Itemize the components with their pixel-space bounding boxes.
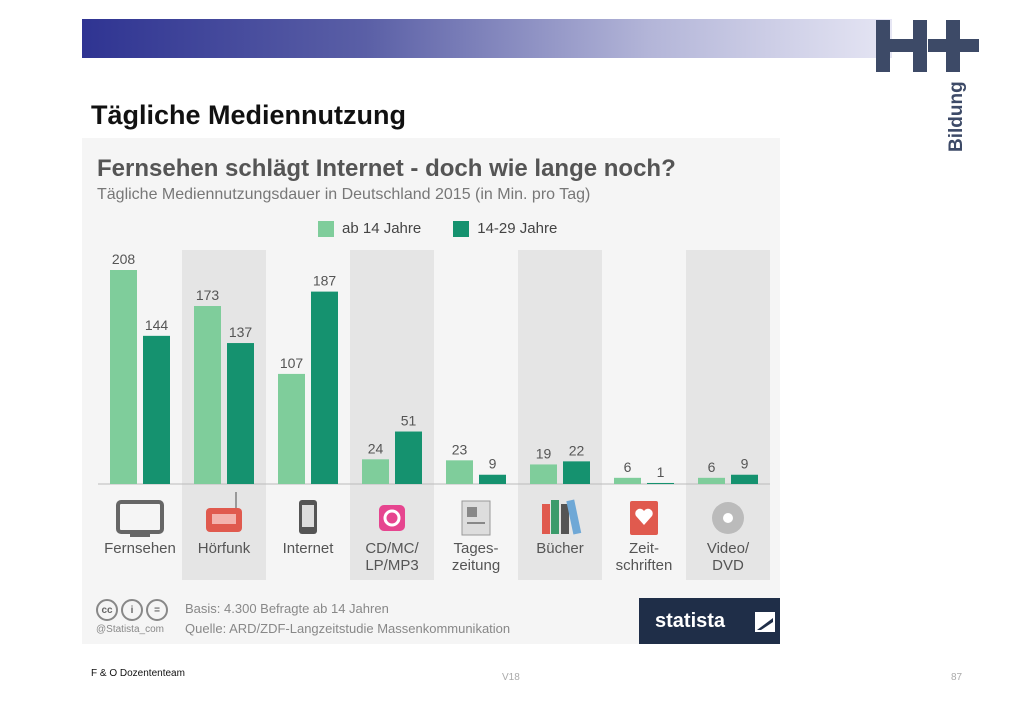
category-label: Zeit-schriften — [616, 540, 673, 574]
column-shade — [518, 250, 602, 580]
data-label: 137 — [229, 324, 253, 340]
chart-legend: ab 14 Jahre 14-29 Jahre — [318, 220, 557, 237]
category-label: Tages-zeitung — [452, 540, 500, 574]
bar-14-29 — [731, 474, 758, 484]
no-derivatives-icon: = — [146, 599, 168, 621]
category-label: Hörfunk — [198, 540, 251, 557]
bar-14-29 — [395, 431, 422, 484]
source-basis: Basis: 4.300 Befragte ab 14 Jahren — [185, 601, 389, 616]
magazine-icon — [630, 501, 658, 535]
radio-icon — [206, 492, 242, 532]
data-label: 173 — [196, 287, 220, 303]
data-label: 23 — [452, 441, 468, 457]
page-number: 87 — [951, 672, 963, 683]
smartphone-icon — [299, 500, 317, 534]
bar-ab-14 — [446, 460, 473, 484]
category-label: Bücher — [536, 540, 584, 557]
category-label: Fernsehen — [104, 540, 176, 557]
data-label: 9 — [489, 456, 497, 472]
bar-ab-14 — [530, 464, 557, 484]
bar-ab-14 — [278, 373, 305, 484]
data-label: 107 — [280, 355, 304, 371]
music-player-icon — [379, 505, 405, 531]
source-quelle: Quelle: ARD/ZDF-Langzeitstudie Massenkom… — [185, 621, 511, 636]
category-label: Video/DVD — [707, 540, 750, 574]
statista-brand: statista — [655, 610, 726, 632]
legend-swatch-series-2 — [453, 220, 470, 237]
legend-label-series-1: ab 14 Jahre — [342, 220, 422, 237]
bar-14-29 — [563, 461, 590, 484]
infographic: Fernsehen schlägt Internet - doch wie la… — [82, 138, 780, 644]
bar-ab-14 — [110, 270, 137, 484]
data-label: 6 — [708, 459, 716, 475]
data-label: 208 — [112, 251, 136, 267]
license-icons: cc i = — [96, 599, 168, 621]
legend-swatch-series-1 — [318, 220, 334, 237]
bar-ab-14 — [362, 459, 389, 484]
statista-logo: statista — [639, 598, 780, 644]
hplus-logo: Bildung — [876, 20, 979, 152]
data-label: 6 — [624, 459, 632, 475]
data-label: 187 — [313, 273, 337, 289]
books-icon — [542, 499, 582, 535]
bar-14-29 — [311, 291, 338, 484]
footer-team: F & O Dozententeam — [91, 668, 185, 679]
category-label: CD/MC/LP/MP3 — [365, 540, 419, 574]
chart-title: Fernsehen schlägt Internet - doch wie la… — [97, 155, 676, 182]
bar-ab-14 — [614, 477, 641, 484]
data-label: 51 — [401, 413, 417, 429]
data-label: 9 — [741, 456, 749, 472]
legend-label-series-2: 14-29 Jahre — [477, 220, 558, 237]
logo-text: Bildung — [946, 81, 967, 152]
tv-icon — [116, 500, 164, 537]
category-label: Internet — [283, 540, 335, 557]
bar-14-29 — [647, 482, 674, 484]
data-label: 24 — [368, 440, 384, 456]
bar-ab-14 — [194, 306, 221, 484]
chart-subtitle: Tägliche Mediennutzungsdauer in Deutschl… — [97, 186, 591, 203]
statista-mark-icon — [755, 612, 775, 632]
statista-handle: @Statista_com — [96, 624, 164, 635]
bar-14-29 — [227, 343, 254, 484]
data-label: 19 — [536, 445, 552, 461]
cc-icon: cc — [96, 599, 118, 621]
footer-version: V18 — [502, 672, 520, 683]
newspaper-icon — [461, 500, 491, 536]
slide-title: Tägliche Mediennutzung — [91, 100, 406, 130]
header-banner — [82, 19, 892, 58]
attribution-icon: i — [121, 599, 143, 621]
data-label: 144 — [145, 317, 169, 333]
bar-14-29 — [479, 474, 506, 484]
bar-chart: 208 144 Fernsehen 173 137 Hörfunk 107 187 Intern… — [98, 250, 770, 580]
data-label: 22 — [569, 442, 585, 458]
bar-ab-14 — [698, 477, 725, 484]
disc-icon — [712, 502, 744, 534]
bar-14-29 — [143, 335, 170, 484]
data-label: 1 — [657, 464, 665, 480]
